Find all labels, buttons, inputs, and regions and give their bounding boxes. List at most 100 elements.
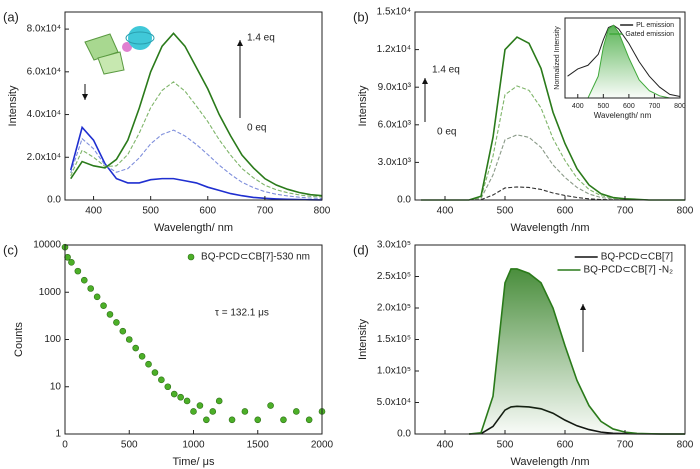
- series-line: [421, 36, 685, 201]
- x-tick-label: 800: [314, 206, 331, 217]
- arrow-head: [237, 40, 243, 46]
- x-tick-label: 700: [617, 440, 634, 451]
- y-tick-label: 6.0x10⁴: [27, 66, 61, 77]
- data-point: [196, 402, 204, 409]
- area: [567, 25, 680, 98]
- area: [469, 268, 685, 434]
- y-axis-title: Intensity: [7, 85, 19, 126]
- data-point: [138, 353, 146, 360]
- y-tick-label: 10000: [33, 240, 61, 251]
- x-tick-label: 600: [557, 206, 574, 217]
- data-point: [164, 383, 172, 391]
- x-tick-label: 800: [677, 206, 694, 217]
- y-axis-title: Counts: [13, 322, 25, 357]
- y-tick-label: 1: [55, 429, 61, 440]
- data-point: [267, 402, 274, 409]
- series-line: [567, 24, 681, 98]
- series-line: [421, 134, 685, 201]
- x-tick-label: 600: [623, 103, 635, 110]
- data-point: [215, 397, 223, 405]
- x-axis-title: Wavelength /nm: [510, 456, 589, 468]
- y-tick-label: 2.5x10⁵: [377, 271, 411, 282]
- x-tick-label: 600: [557, 440, 574, 451]
- x-tick-label: 500: [497, 440, 514, 451]
- y-tick-label: 1000: [39, 287, 62, 298]
- arrow-head: [82, 94, 88, 100]
- plot-frame: [64, 11, 323, 201]
- y-axis-title: Normalized Intensity: [554, 26, 561, 90]
- panel-label: (c): [3, 242, 18, 257]
- y-axis-title: Intensity: [357, 85, 369, 126]
- y-tick-label: 3.0x10⁵: [377, 240, 411, 251]
- data-point: [177, 393, 184, 401]
- data-point: [254, 416, 262, 424]
- y-tick-label: 1.5x10⁵: [377, 334, 411, 345]
- data-point: [305, 416, 313, 424]
- y-tick-label: 10: [50, 381, 62, 392]
- y-tick-label: 0.0: [397, 429, 411, 440]
- data-point: [74, 267, 82, 275]
- x-tick-label: 1500: [247, 440, 270, 451]
- data-point: [170, 390, 178, 398]
- panel-label: (d): [353, 242, 369, 257]
- y-tick-label: 4.0x10⁴: [27, 109, 61, 120]
- x-axis-title: Wavelength/ nm: [154, 222, 233, 234]
- x-axis-title: Time/ μs: [173, 456, 215, 468]
- y-tick-label: 2.0x10⁴: [27, 152, 61, 163]
- data-point: [125, 336, 133, 343]
- x-tick-label: 1000: [182, 440, 205, 451]
- series-line: [567, 24, 680, 99]
- x-tick-label: 500: [121, 440, 138, 451]
- arrow-head: [422, 78, 428, 84]
- data-point: [132, 344, 139, 352]
- x-tick-label: 2000: [311, 440, 334, 451]
- x-tick-label: 700: [649, 103, 661, 110]
- y-tick-label: 100: [44, 334, 61, 345]
- data-point: [119, 327, 127, 335]
- panel-label: (b): [353, 9, 369, 24]
- legend-label: PL emission: [636, 22, 674, 29]
- data-point: [158, 376, 165, 384]
- plot-frame: [414, 11, 686, 201]
- y-tick-label: 1.5x10⁴: [377, 7, 411, 18]
- series-line: [421, 85, 685, 201]
- annotation: 0 eq: [247, 123, 266, 134]
- y-tick-label: 5.0x10⁴: [377, 397, 411, 408]
- data-point: [93, 293, 101, 301]
- data-point: [145, 360, 152, 368]
- data-point: [203, 416, 210, 424]
- series-line: [468, 268, 685, 435]
- legend-marker: [187, 253, 195, 261]
- plot-frame: [564, 17, 681, 99]
- x-tick-label: 500: [597, 103, 609, 110]
- y-tick-label: 6.0x10³: [378, 119, 412, 130]
- x-tick-label: 400: [572, 103, 584, 110]
- x-tick-label: 800: [674, 103, 686, 110]
- y-tick-label: 2.0x10⁵: [377, 303, 411, 314]
- data-point: [183, 397, 191, 405]
- legend-label: Gated emission: [625, 31, 674, 38]
- data-point: [241, 408, 249, 415]
- data-point: [280, 416, 287, 424]
- data-point: [292, 408, 300, 415]
- legend-label: BQ-PCD⊂CB[7]-530 nm: [201, 252, 310, 263]
- legend-label: BQ-PCD⊂CB[7] -N₂: [584, 265, 674, 276]
- data-point: [113, 319, 120, 326]
- series-line: [70, 129, 323, 200]
- annotation: 1.4 eq: [432, 65, 460, 76]
- x-tick-label: 0: [62, 440, 68, 451]
- data-point: [68, 259, 75, 266]
- data-point: [80, 276, 88, 284]
- panel-label: (a): [3, 9, 19, 24]
- x-axis-title: Wavelength/ nm: [594, 111, 652, 120]
- annotation: 1.4 eq: [247, 33, 275, 44]
- series-line: [69, 125, 323, 201]
- y-tick-label: 1.2x10⁴: [377, 44, 411, 55]
- x-tick-label: 400: [437, 206, 454, 217]
- molecule-icon: [84, 26, 155, 75]
- x-tick-label: 700: [257, 206, 274, 217]
- x-tick-label: 500: [142, 206, 159, 217]
- data-point: [100, 302, 107, 309]
- x-tick-label: 800: [677, 440, 694, 451]
